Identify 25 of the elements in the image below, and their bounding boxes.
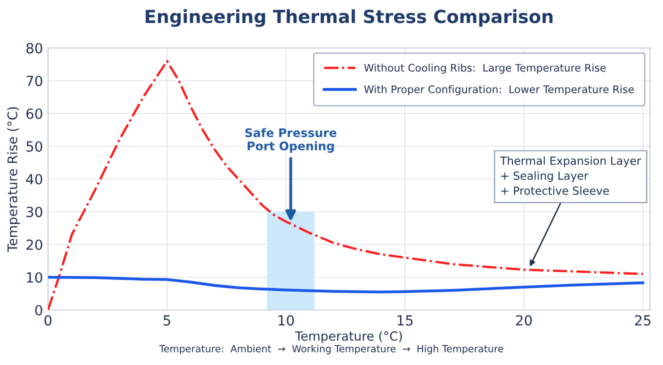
annotation: Thermal Expansion Layer + Sealing Layer + Protective Sleeve — [500, 156, 642, 195]
x-tick-label: 10 — [278, 315, 294, 326]
y-tick-label: 20 — [26, 239, 42, 250]
line-series — [48, 60, 644, 310]
x-tick-label: 25 — [635, 315, 650, 326]
text: Temperature: Ambient → Working Temperature → High Temperature — [159, 344, 504, 354]
y-tick-label: 50 — [26, 141, 42, 152]
annotation: Safe Pressure Port Opening — [245, 128, 336, 153]
y-tick-label: 80 — [26, 42, 42, 54]
y-axis-title: Temperature Rise (°C) — [7, 107, 20, 252]
y-tick-label: 60 — [26, 108, 42, 119]
y-tick-label: 40 — [26, 174, 42, 184]
x-tick-label: 15 — [398, 315, 413, 326]
x-tick-label: 5 — [164, 315, 170, 326]
x-tick-label: 20 — [516, 315, 532, 326]
y-tick-label: 0 — [35, 304, 42, 316]
legend-label: Without Cooling Ribs: Large Temperature Rise — [364, 64, 606, 74]
y-tick-label: 70 — [26, 76, 42, 86]
y-tick-label: 30 — [26, 206, 42, 218]
chart-title: Engineering Thermal Stress Comparison — [146, 9, 553, 27]
legend-label: With Proper Configuration: Lower Temperature Rise — [364, 85, 634, 96]
y-tick-label: 10 — [26, 272, 42, 283]
line-series — [48, 276, 644, 294]
x-axis-title: Temperature (°C) — [295, 331, 402, 344]
x-tick-label: 0 — [44, 315, 52, 326]
